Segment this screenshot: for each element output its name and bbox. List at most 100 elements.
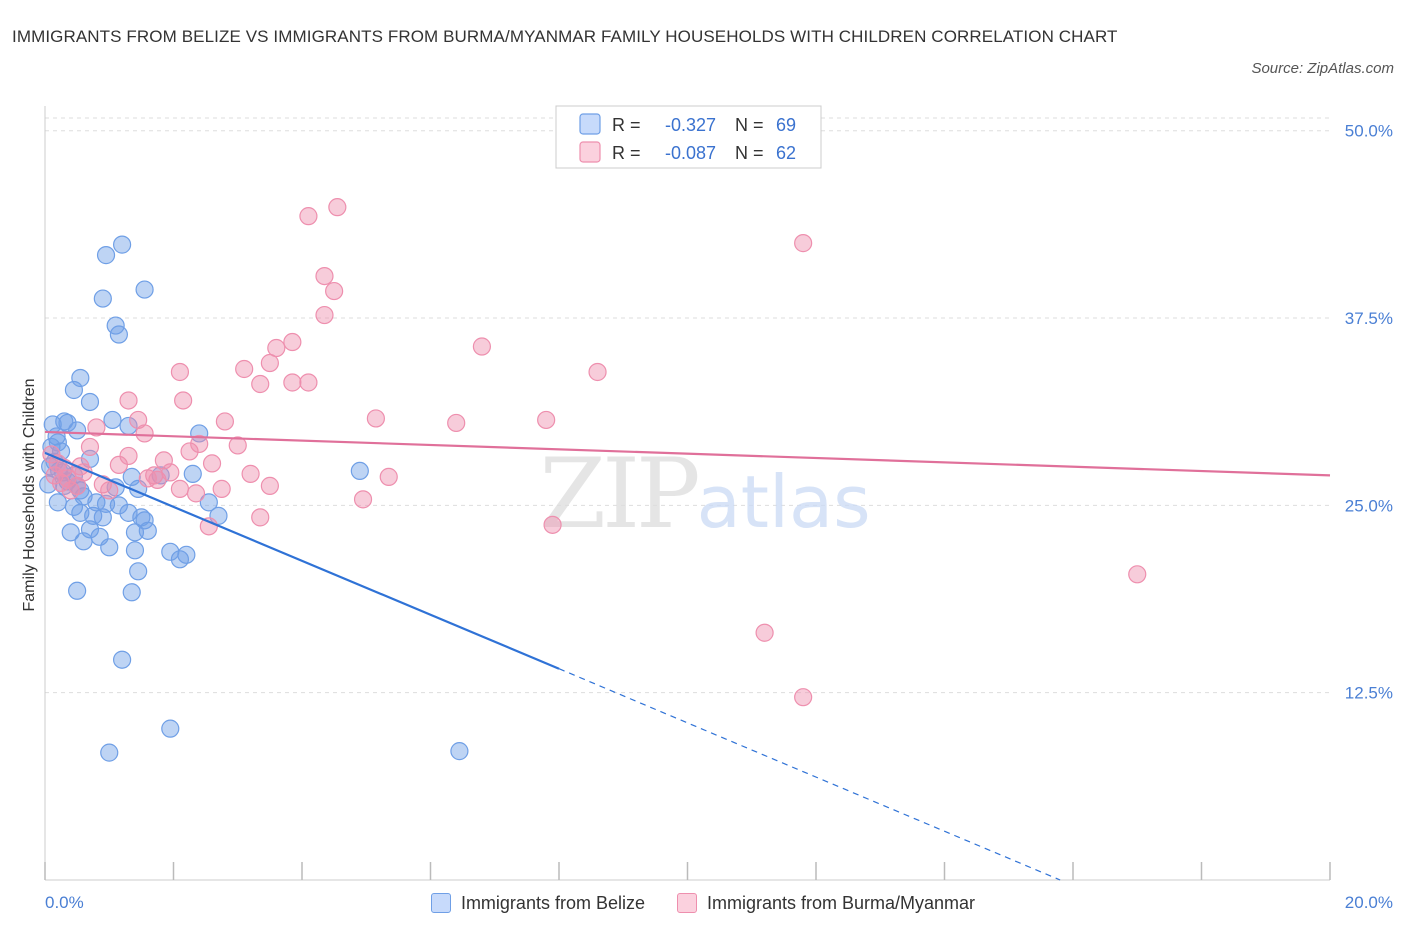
- burma-point-46: [353, 490, 373, 509]
- stats-legend-n-value-1: 62: [776, 143, 796, 163]
- burma-point-41: [315, 305, 334, 325]
- belize-point-53: [71, 368, 90, 388]
- burma-point-47: [366, 409, 385, 428]
- burma-point-25: [212, 479, 231, 498]
- belize-point-23: [84, 506, 103, 525]
- burma-point-61: [283, 373, 302, 392]
- burma-point-52: [543, 515, 562, 534]
- burma-point-30: [251, 508, 270, 527]
- belize-point-60: [125, 541, 145, 560]
- stats-legend-r-value-1: -0.087: [665, 143, 716, 163]
- y-tick-label-1: 25.0%: [1345, 496, 1393, 515]
- burma-point-21: [170, 479, 190, 498]
- belize-point-49: [103, 410, 122, 430]
- belize-point-68: [350, 461, 369, 480]
- watermark: ZIPatlas: [539, 438, 870, 550]
- belize-point-58: [96, 246, 116, 265]
- belize-point-29: [100, 538, 119, 557]
- belize-point-44: [170, 550, 190, 569]
- burma-point-26: [199, 517, 218, 536]
- series-belize-points: [39, 235, 469, 762]
- burma-point-50: [472, 337, 491, 356]
- belize-point-64: [112, 650, 132, 669]
- y-tick-label-3: 50.0%: [1345, 122, 1393, 141]
- belize-point-65: [100, 743, 119, 762]
- y-tick-label-2: 37.5%: [1345, 309, 1393, 328]
- chart-source: Source: ZipAtlas.com: [1251, 60, 1394, 77]
- burma-point-23: [190, 434, 209, 454]
- belize-point-66: [161, 719, 180, 738]
- burma-point-59: [138, 469, 157, 488]
- burma-point-44: [299, 207, 318, 226]
- belize-point-30: [87, 493, 106, 512]
- burma-point-22: [180, 442, 199, 461]
- belize-point-24: [93, 508, 112, 527]
- stats-legend-n-label-0: N =: [735, 115, 764, 135]
- trend-line-belize: [44, 451, 560, 670]
- stats-legend-r-label-1: R =: [612, 143, 641, 163]
- burma-point-32: [119, 391, 138, 410]
- belize-point-32: [109, 496, 128, 515]
- burma-point-54: [794, 234, 813, 253]
- belize-point-59: [112, 235, 132, 254]
- burma-point-43: [315, 266, 334, 286]
- belize-point-26: [61, 523, 80, 542]
- burma-point-31: [260, 476, 279, 495]
- x-tick-label-0: 0.0%: [45, 893, 84, 912]
- burma-point-20: [161, 463, 180, 482]
- burma-point-37: [260, 353, 279, 373]
- stats-legend-n-value-0: 69: [776, 115, 796, 135]
- burma-point-49: [447, 413, 466, 433]
- burma-point-9: [80, 437, 100, 457]
- burma-point-27: [215, 412, 234, 431]
- burma-point-33: [174, 391, 193, 410]
- burma-point-53: [588, 362, 607, 382]
- legend-item-belize: Immigrants from Belize: [430, 893, 645, 914]
- trend-line-belize-extrapolated: [558, 668, 1061, 881]
- belize-point-56: [93, 289, 112, 308]
- bottom-legend: Immigrants from Belize Immigrants from B…: [0, 889, 1406, 917]
- legend-label-burma: Immigrants from Burma/Myanmar: [706, 892, 976, 913]
- axes: [44, 106, 1331, 881]
- stats-legend-swatch-0: [579, 113, 601, 135]
- burma-point-35: [235, 359, 254, 379]
- burma-point-0: [42, 445, 61, 464]
- chart-title: IMMIGRANTS FROM BELIZE VS IMMIGRANTS FRO…: [12, 27, 1118, 46]
- trend-line-burma: [44, 430, 1331, 477]
- belize-point-63: [68, 581, 87, 600]
- burma-point-36: [251, 374, 270, 394]
- belize-point-27: [74, 532, 93, 551]
- belize-point-45: [199, 493, 218, 512]
- burma-point-29: [241, 464, 260, 483]
- stats-legend-r-value-0: -0.327: [665, 115, 716, 135]
- belize-point-14: [48, 493, 67, 512]
- stats-legend-r-label-0: R =: [612, 115, 641, 135]
- belize-point-35: [135, 511, 154, 530]
- stats-legend-swatch-1: [579, 141, 601, 163]
- burma-point-24: [202, 454, 222, 473]
- belize-point-61: [129, 562, 148, 581]
- stats-legend-n-label-1: N =: [735, 143, 764, 163]
- belize-point-16: [58, 413, 77, 433]
- belize-point-55: [109, 325, 128, 344]
- belize-point-37: [125, 523, 145, 542]
- burma-point-12: [100, 481, 119, 500]
- legend-item-burma: Immigrants from Burma/Myanmar: [676, 892, 976, 914]
- belize-point-57: [135, 280, 154, 299]
- burma-point-48: [379, 467, 398, 486]
- belize-point-17: [68, 421, 87, 440]
- grid-lines: [45, 117, 1330, 694]
- trend-lines: [44, 430, 1331, 881]
- y-axis-label: Family Households with Children: [21, 379, 38, 612]
- burma-point-56: [794, 688, 813, 707]
- watermark-text: ZIPatlas: [539, 438, 870, 550]
- tick-labels: 12.5% 25.0% 37.5% 50.0% 0.0% 20.0%: [45, 122, 1393, 912]
- burma-point-10: [87, 418, 106, 437]
- belize-point-67: [450, 742, 469, 761]
- belize-point-47: [183, 464, 202, 483]
- burma-point-45: [328, 198, 347, 217]
- burma-point-16: [135, 424, 154, 443]
- legend-swatch-burma: [676, 893, 697, 913]
- belize-point-51: [80, 392, 100, 412]
